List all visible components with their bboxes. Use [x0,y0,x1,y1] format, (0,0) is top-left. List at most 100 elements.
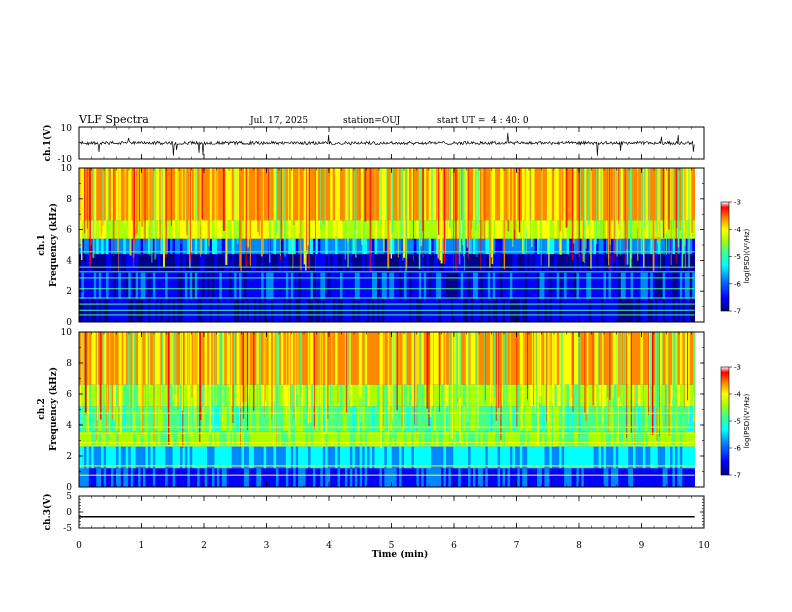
spectrogram-cell [679,406,683,432]
spectrogram-cell [492,254,496,273]
spectrogram-cell [295,272,299,299]
spectrogram-cell [101,406,105,432]
spectrogram-cell [111,446,114,469]
spectrogram-cell [374,384,378,407]
spectrogram-cell [81,168,85,221]
spectrogram-cell [266,431,270,447]
spectrogram-cell [534,468,538,487]
sferic-streak [219,332,222,435]
spectrogram-cell [266,238,270,255]
sferic-streak [170,168,172,227]
spectrogram-cell [379,272,383,299]
spectrogram-cell [408,272,412,299]
spectrogram-cell [482,272,486,299]
spectrogram-cell [539,446,543,469]
spectrogram-cell [224,468,228,487]
spectrogram-cell [569,446,572,469]
spectrogram-cell [381,272,385,299]
spectrogram-cell [199,238,203,255]
spectrogram-cell [593,168,597,221]
spectrogram-cell [276,468,279,487]
panel-3-ytick-label: -5 [63,524,72,534]
spectrogram-cell [106,431,109,447]
spectrogram-cell [608,446,612,469]
spectrogram-cell [354,332,358,385]
spectrogram-cell [485,272,489,299]
sferic-streak [642,332,644,447]
spectrogram-cell [322,384,326,407]
sferic-streak [526,168,528,223]
spectrogram-cell [502,446,506,469]
spectrogram-cell [179,446,183,469]
spectrogram-cell [143,254,146,273]
spectrogram-cell [519,384,523,407]
sferic-streak [307,332,310,424]
spectrogram-cell [310,332,314,385]
spectrogram-cell [349,446,353,469]
spectrogram-cell [285,446,289,469]
spectrogram-cell [315,220,319,239]
spectrogram-cell [177,431,181,447]
sferic-streak [160,332,162,410]
spectrogram-cell [608,272,612,299]
spectrogram-cell [596,384,599,407]
spectrogram-cell [628,168,631,221]
spectrogram-cell [216,254,220,273]
spectrogram-cell [573,384,577,407]
spectrogram-cell [667,272,671,299]
spectrogram-cell [165,254,169,273]
spectrogram-cell [317,168,321,221]
spectrogram-cell [423,406,427,432]
sferic-streak [84,332,87,415]
sferic-streak [390,168,393,259]
spectrogram-cell [175,446,178,469]
spectrogram-cell [613,332,617,385]
spectrogram-cell [290,220,294,239]
spectrogram-cell [623,431,627,447]
spectrogram-cell [581,332,585,385]
spectrogram-cell [428,431,432,447]
spectrogram-cell [214,238,218,255]
spectrogram-cell [150,332,154,385]
spectrogram-cell [229,168,233,221]
sferic-streak [242,332,245,403]
spectrogram-cell [352,168,356,221]
spectrogram-cell [376,468,380,487]
sferic-streak [229,332,231,444]
spectrogram-cell [593,254,597,273]
spectrogram-cell [628,406,631,432]
sferic-streak [619,332,621,397]
spectrogram-cell [140,446,144,469]
spectrogram-cell [566,406,570,432]
spectrogram-cell [512,254,516,273]
spectrogram-cell [325,446,329,469]
spectrogram-cell [364,446,368,469]
spectrogram-cell [359,168,363,221]
spectrogram-cell [497,446,501,469]
spectrogram-cell [91,431,95,447]
spectrogram-cell [276,220,279,239]
spectrogram-cell [687,332,691,385]
sferic-streak [260,168,263,257]
sferic-streak [186,168,189,236]
spectrogram-cell [660,332,664,385]
spectrogram-cell [524,332,528,385]
spectrogram-cell [613,431,617,447]
spectrogram-cell [394,272,398,299]
spectrogram-cell [625,431,629,447]
spectrogram-cell [576,254,580,273]
spectrogram-cell [406,446,410,469]
sferic-streak [684,168,686,247]
spectrogram-cell [583,220,587,239]
spectrogram-cell [428,238,432,255]
spectrogram-cell [150,384,154,407]
spectrogram-cell [509,431,513,447]
spectrogram-cell [160,468,164,487]
spectrogram-cell [505,406,508,432]
spectrogram-cell [248,446,252,469]
sferic-streak [299,332,302,427]
spectrogram-cell [147,272,151,299]
panel-1-ytick-label: 2 [66,287,72,297]
spectrogram-cell [352,254,356,273]
spectrogram-cell [534,384,538,407]
